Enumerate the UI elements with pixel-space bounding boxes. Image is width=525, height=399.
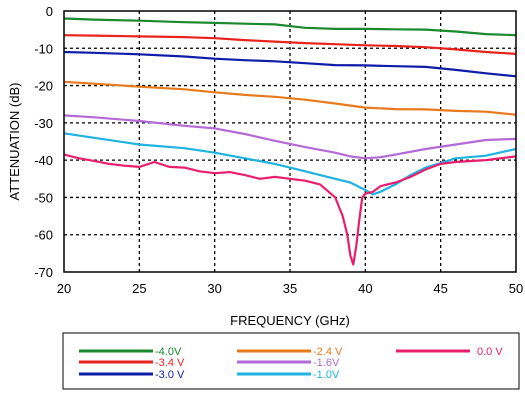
series-line-5 xyxy=(63,132,517,196)
x-tick-label: 25 xyxy=(132,281,146,296)
x-tick-label: 30 xyxy=(207,281,221,296)
y-tick-label: -30 xyxy=(34,116,53,131)
x-tick-label: 50 xyxy=(509,281,523,296)
legend-label-4: -1.6V xyxy=(313,357,340,369)
x-tick-label: 20 xyxy=(57,281,71,296)
plot-frame xyxy=(63,10,517,273)
legend-label-0: -4.0V xyxy=(155,346,182,358)
y-tick-label: -60 xyxy=(34,228,53,243)
series-line-0 xyxy=(63,17,517,37)
series-layer xyxy=(63,17,517,266)
legend-layer: -4.0V-3.4 V-3.0 V -2.4 V-1.6V-1.0V 0.0 V xyxy=(79,346,503,381)
y-axis-label: ATTENUATION (dB) xyxy=(7,83,22,201)
tick-layer: 20 25 30 35 40 45 50 0 -10 -20 -30 -40 -50 -60 -70 xyxy=(34,4,523,296)
x-tick-label: 40 xyxy=(358,281,372,296)
y-tick-label: -50 xyxy=(34,190,53,205)
legend-label-2: -3.0 V xyxy=(155,369,185,381)
y-tick-label: -40 xyxy=(34,153,53,168)
y-tick-label: -20 xyxy=(34,79,53,94)
series-line-1 xyxy=(63,34,517,55)
y-tick-label: 0 xyxy=(46,4,53,19)
legend-label-5: -1.0V xyxy=(313,369,340,381)
series-line-2 xyxy=(63,50,517,78)
x-tick-label: 35 xyxy=(283,281,297,296)
series-line-6 xyxy=(63,153,517,266)
legend-label-6: 0.0 V xyxy=(477,346,503,358)
legend-label-3: -2.4 V xyxy=(313,346,343,358)
y-tick-label: -10 xyxy=(34,41,53,56)
grid-layer xyxy=(64,11,516,272)
y-tick-label: -70 xyxy=(34,265,53,280)
legend-label-1: -3.4 V xyxy=(155,357,185,369)
x-axis-label: FREQUENCY (GHz) xyxy=(230,313,350,328)
series-line-4 xyxy=(63,114,517,160)
series-line-3 xyxy=(63,80,517,116)
x-tick-label: 45 xyxy=(433,281,447,296)
